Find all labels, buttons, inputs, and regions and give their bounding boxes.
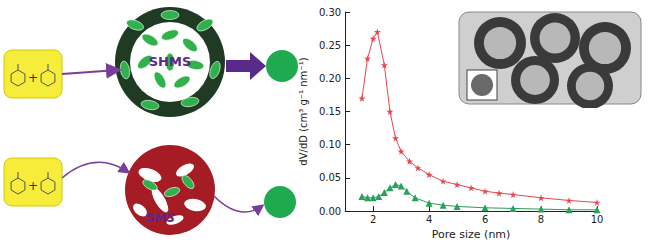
svg-text:0.10: 0.10 (319, 139, 341, 150)
svg-text:0.25: 0.25 (319, 40, 341, 51)
svg-text:+: + (28, 71, 38, 85)
svg-text:dV/dD (cm³ g⁻¹ nm⁻¹): dV/dD (cm³ g⁻¹ nm⁻¹) (298, 57, 309, 165)
svg-text:2: 2 (370, 214, 376, 225)
svg-text:8: 8 (538, 214, 544, 225)
svg-text:SMS: SMS (145, 211, 174, 225)
svg-text:+: + (28, 179, 38, 193)
svg-text:SHMS: SHMS (149, 54, 192, 69)
svg-text:0.05: 0.05 (319, 172, 341, 183)
svg-text:0.30: 0.30 (319, 7, 341, 18)
svg-text:Pore size (nm): Pore size (nm) (432, 228, 511, 241)
svg-text:6: 6 (482, 214, 488, 225)
svg-text:4: 4 (426, 214, 432, 225)
svg-text:0.20: 0.20 (319, 73, 341, 84)
svg-text:0.00: 0.00 (319, 206, 341, 217)
svg-text:0.15: 0.15 (319, 106, 341, 117)
svg-text:10: 10 (591, 214, 604, 225)
